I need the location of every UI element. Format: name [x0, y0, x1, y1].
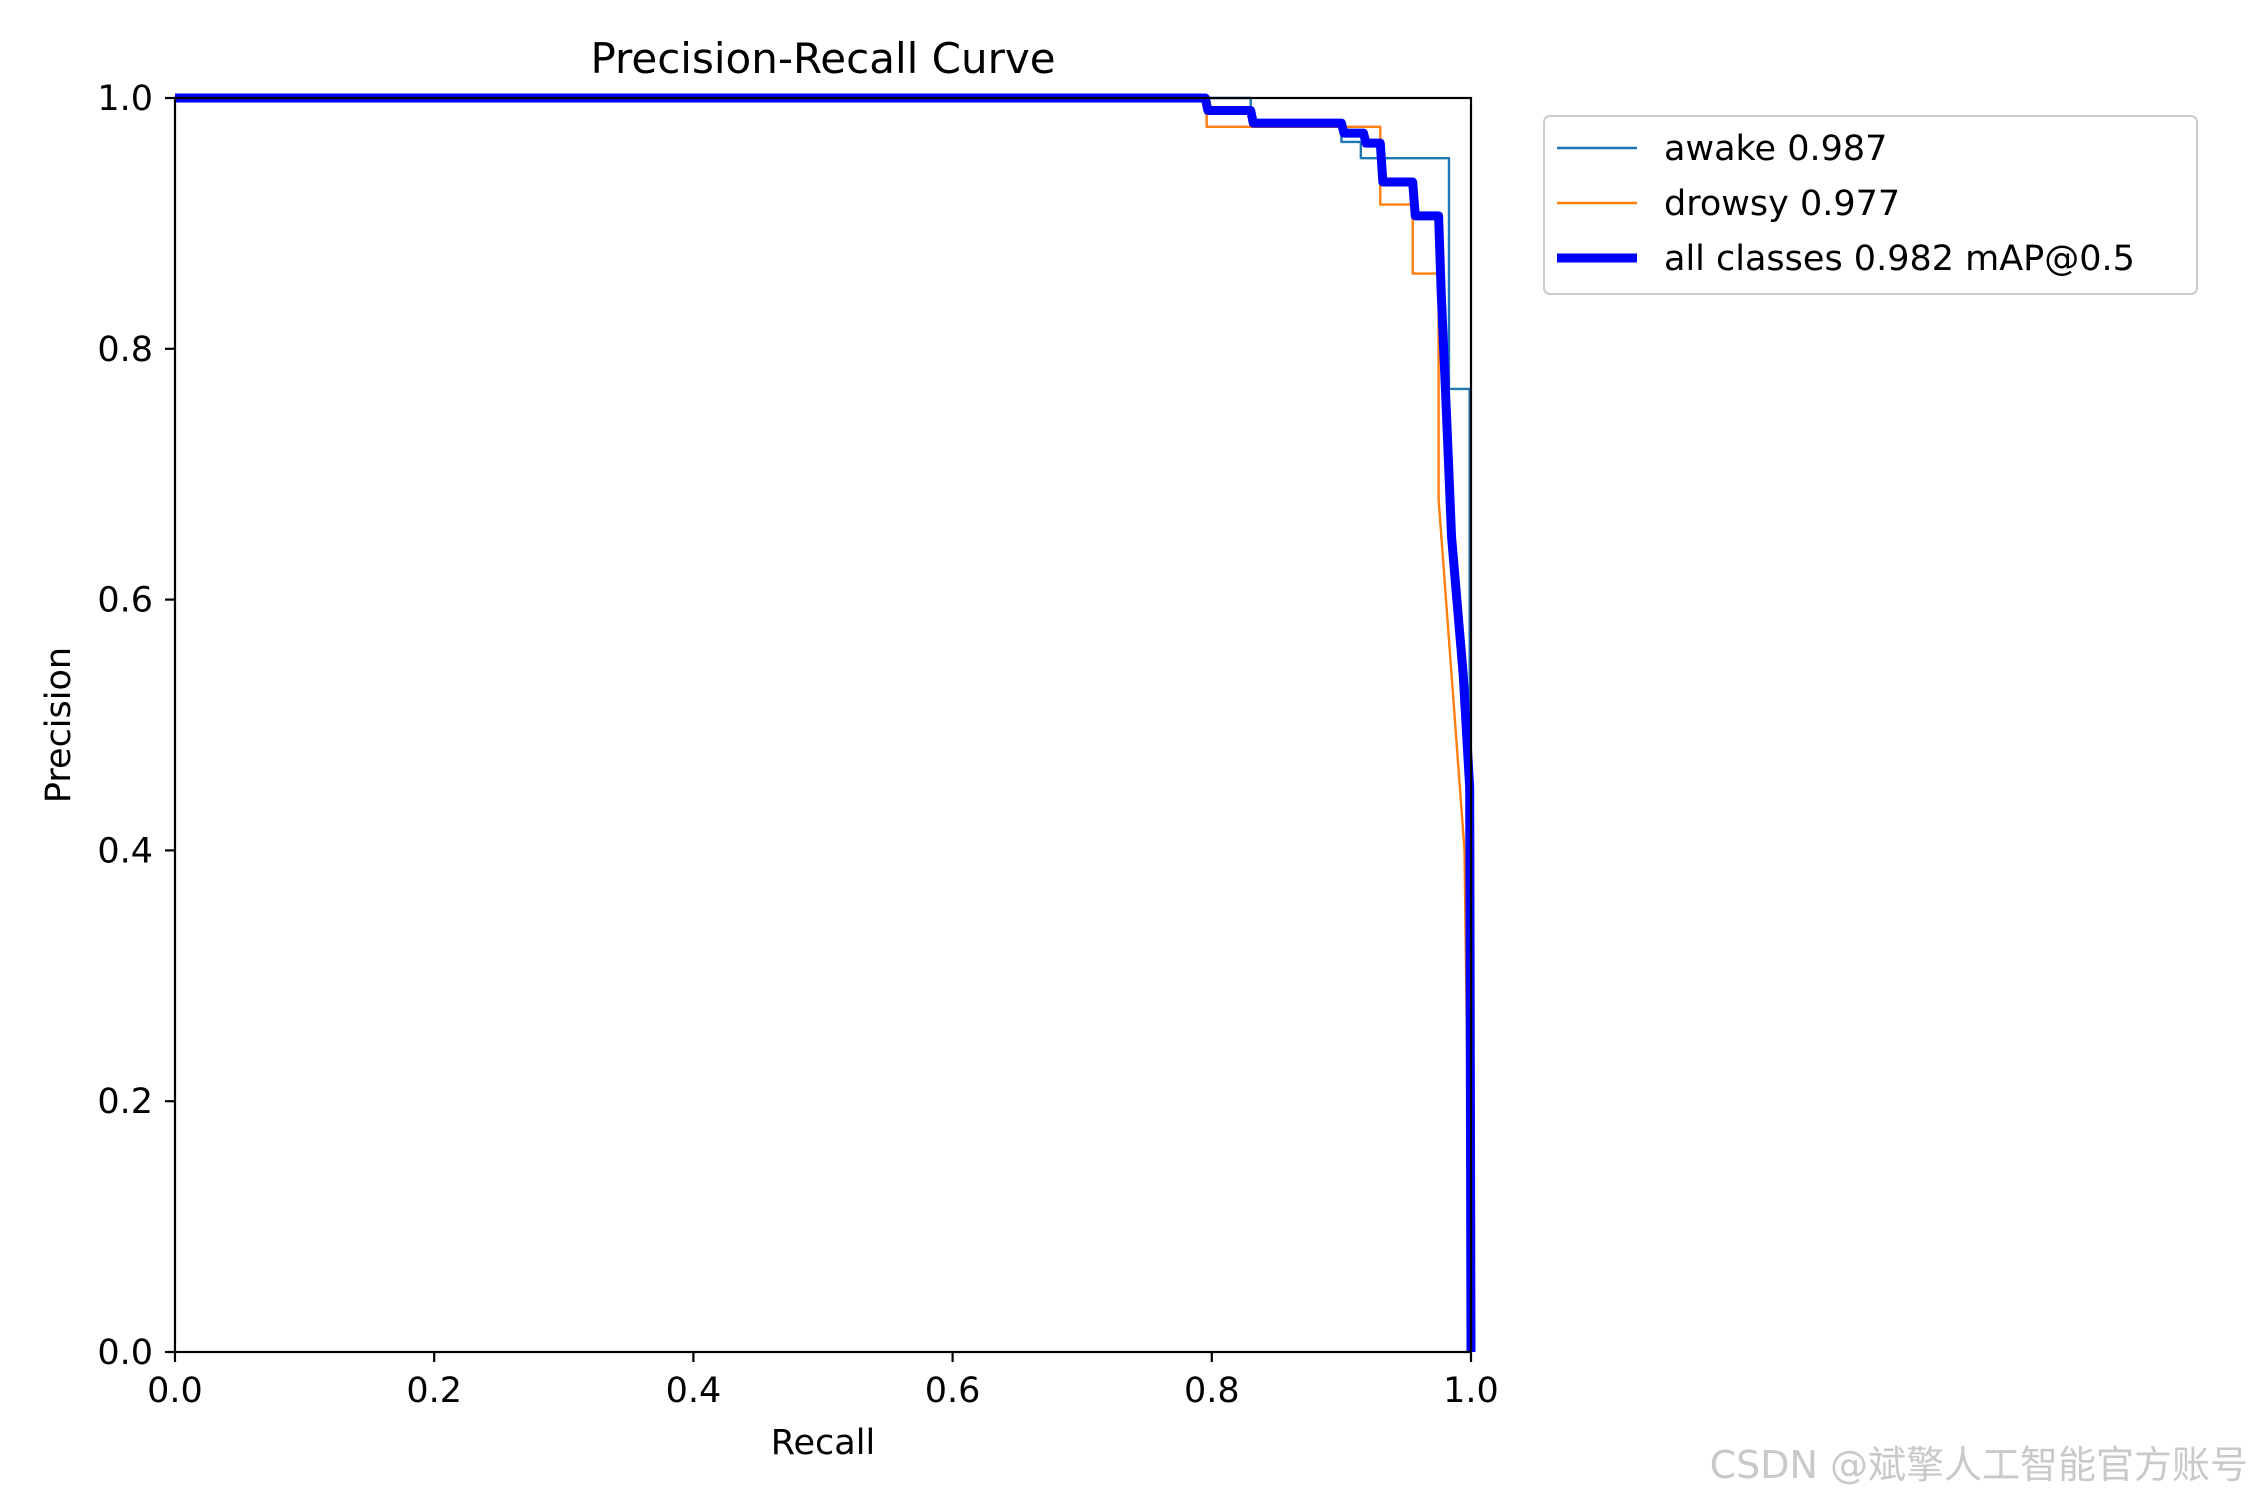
y-tick-label: 0.6 [97, 581, 153, 621]
x-tick-label: 0.6 [925, 1371, 981, 1411]
x-axis-title: Recall [771, 1423, 875, 1463]
y-axis-title: Precision [39, 647, 79, 803]
series-line-2 [175, 93, 1476, 1353]
legend-label-1: drowsy 0.977 [1664, 184, 1900, 224]
plot-frame [173, 96, 1473, 1354]
watermark: CSDN @斌擎人工智能官方账号 [1710, 1443, 2248, 1487]
y-tick-label: 1.0 [97, 79, 153, 119]
x-tick-label: 0.2 [406, 1371, 462, 1411]
legend-entries: awake 0.987 drowsy 0.977 all classes 0.982… [1557, 129, 2135, 279]
x-tick-label: 0.0 [147, 1371, 203, 1411]
x-tick-label: 0.8 [1184, 1371, 1240, 1411]
x-axis-ticks: 0.0 0.2 0.4 0.6 0.8 1.0 [147, 1352, 1499, 1411]
y-tick-label: 0.8 [97, 330, 153, 370]
chart-title: Precision-Recall Curve [590, 34, 1055, 83]
legend-label-2: all classes 0.982 mAP@0.5 [1664, 239, 2135, 279]
y-tick-label: 0.4 [97, 831, 153, 871]
y-tick-label: 0.0 [97, 1333, 153, 1373]
series-layer [175, 93, 1476, 1354]
x-tick-label: 1.0 [1443, 1371, 1499, 1411]
y-tick-label: 0.2 [97, 1082, 153, 1122]
legend: awake 0.987 drowsy 0.977 all classes 0.982… [1543, 115, 2198, 295]
y-axis-ticks: 0.0 0.2 0.4 0.6 0.8 1.0 [97, 79, 175, 1373]
legend-label-0: awake 0.987 [1664, 129, 1887, 169]
legend-box [1543, 115, 2198, 295]
x-tick-label: 0.4 [666, 1371, 722, 1411]
